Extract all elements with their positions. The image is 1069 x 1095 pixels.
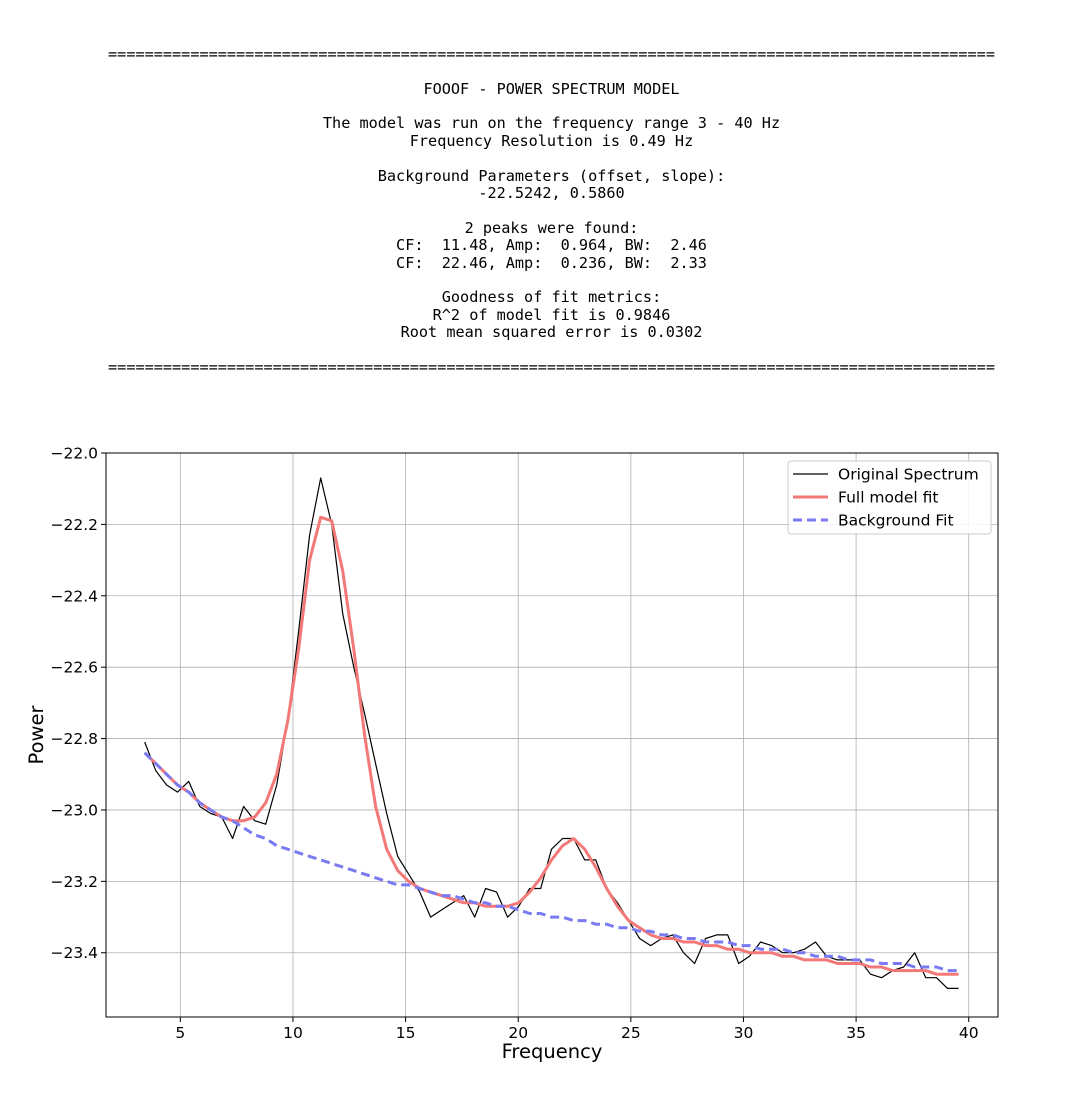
- report-peaks-header: 2 peaks were found:: [464, 219, 639, 237]
- report-background-header: Background Parameters (offset, slope):: [377, 167, 726, 185]
- axis-ticks: 5 10 15 20 25 30 35 40 −22.0 −22.2 −22.4 −22.6 −22.8…: [51, 445, 979, 1043]
- legend-box: [787, 460, 992, 535]
- y-tick-label: −23.2: [51, 873, 99, 891]
- report-separator-top: ========================================…: [108, 45, 995, 63]
- report-frequency-range: The model was run on the frequency range…: [322, 114, 781, 132]
- x-axis-label: Frequency: [502, 1040, 603, 1063]
- y-tick-label: −22.6: [51, 659, 99, 677]
- report-separator-bottom: ========================================…: [108, 358, 995, 376]
- series-lines: [143, 477, 959, 990]
- y-tick-label: −22.2: [51, 516, 99, 534]
- y-tick-label: −22.4: [51, 587, 99, 605]
- x-tick-label: 35: [846, 1024, 866, 1042]
- legend-label: Original Spectrum: [838, 466, 979, 484]
- legend-label: Full model fit: [838, 489, 938, 507]
- x-tick-label: 30: [734, 1024, 754, 1042]
- series-line-original-spectrum: [144, 477, 959, 990]
- report-frequency-resolution: Frequency Resolution is 0.49 Hz: [409, 132, 694, 150]
- plot-frame: [105, 452, 999, 1018]
- report-title: FOOOF - POWER SPECTRUM MODEL: [423, 80, 680, 98]
- x-tick-label: 40: [959, 1024, 979, 1042]
- report-fit-header: Goodness of fit metrics:: [441, 288, 662, 306]
- x-tick-label: 25: [621, 1024, 641, 1042]
- report-peak-2: CF: 22.46, Amp: 0.236, BW: 2.33: [396, 254, 707, 272]
- y-tick-label: −23.0: [51, 801, 99, 819]
- legend-label: Background Fit: [838, 512, 954, 530]
- legend: Original Spectrum Full model fit Backgroun…: [787, 460, 992, 535]
- report-r-squared: R^2 of model fit is 0.9846: [432, 306, 671, 324]
- x-tick-label: 20: [508, 1024, 528, 1042]
- series-line-full-model-fit: [143, 515, 959, 976]
- grid-lines: [106, 452, 998, 1017]
- y-axis-label: Power: [25, 705, 48, 765]
- y-tick-label: −23.4: [51, 944, 99, 962]
- x-tick-label: 15: [396, 1024, 416, 1042]
- y-tick-label: −22.8: [51, 730, 99, 748]
- report-peak-1: CF: 11.48, Amp: 0.964, BW: 2.46: [396, 236, 707, 254]
- report-background-values: -22.5242, 0.5860: [478, 184, 625, 202]
- y-tick-label: −22.0: [51, 445, 99, 463]
- report-rmse: Root mean squared error is 0.0302: [400, 323, 703, 341]
- series-line-background-fit: [143, 751, 959, 973]
- x-tick-label: 10: [283, 1024, 303, 1042]
- x-tick-label: 5: [175, 1024, 185, 1042]
